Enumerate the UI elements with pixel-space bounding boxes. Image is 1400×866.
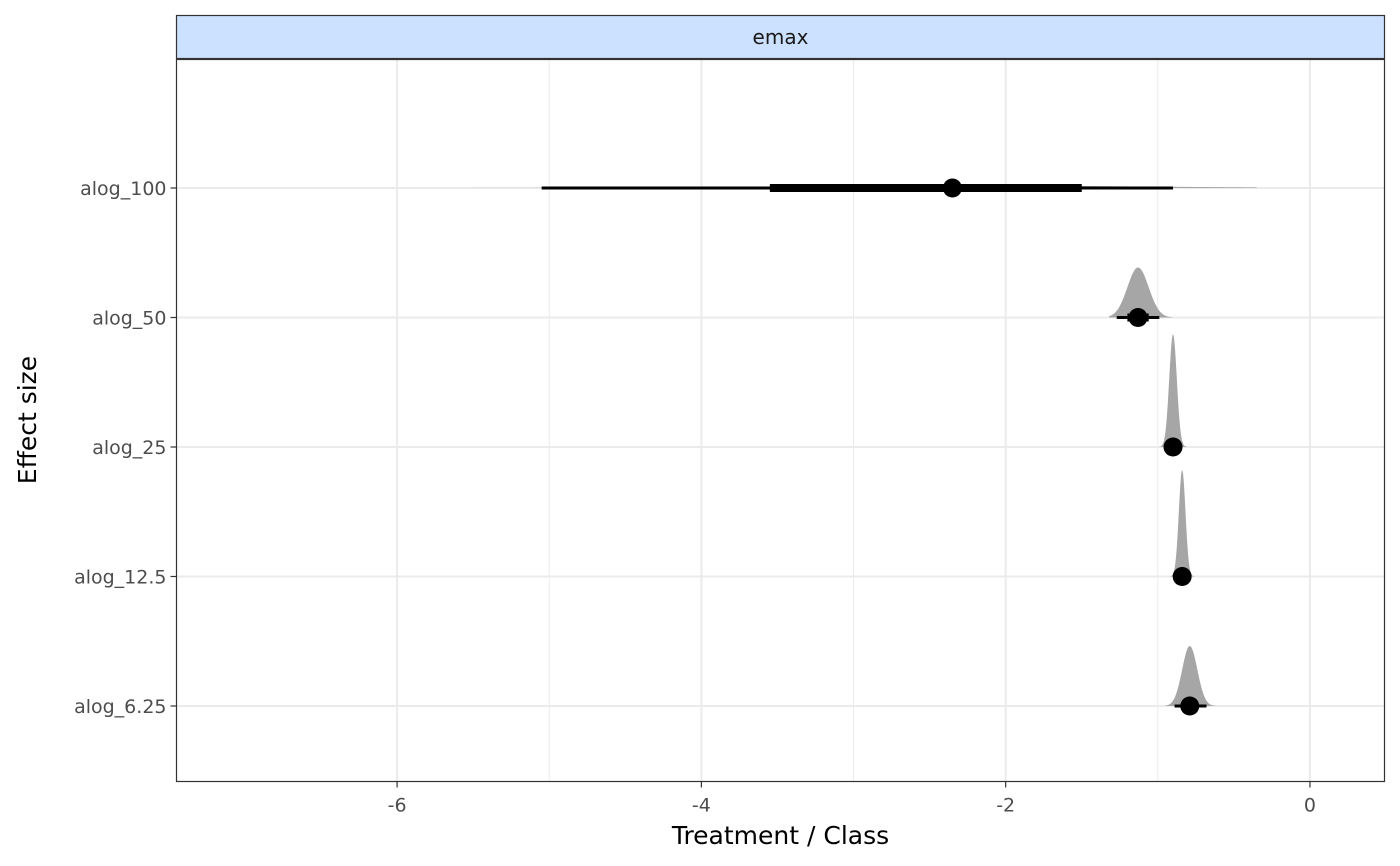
y-tick-label: alog_25 [92, 437, 166, 459]
facet-strip [175, 14, 1386, 60]
median-point-alog_6.25 [1180, 696, 1200, 716]
x-tick-label: -4 [692, 795, 711, 817]
x-tick-label: -6 [388, 795, 407, 817]
point-layer [942, 178, 1200, 716]
x-axis-title: Treatment / Class [671, 821, 889, 850]
x-tick-label: -2 [996, 795, 1015, 817]
density-alog_6.25 [1165, 646, 1216, 706]
y-axis-title: Effect size [13, 356, 42, 484]
x-tick-label: 0 [1304, 795, 1316, 817]
median-point-alog_50 [1128, 308, 1148, 327]
x-axis: -6 -4 -2 0 [388, 781, 1316, 817]
median-point-alog_12.5 [1172, 567, 1192, 586]
y-tick-label: alog_6.25 [74, 696, 166, 718]
panel-border [175, 58, 1386, 783]
median-point-alog_25 [1163, 437, 1183, 457]
facet-strip-label: emax [753, 25, 809, 49]
panel-background [176, 59, 1385, 782]
density-alog_50 [1109, 267, 1174, 318]
density-alog_12.5 [1169, 470, 1195, 577]
y-tick-label: alog_50 [92, 308, 166, 330]
y-axis: alog_100 alog_50 alog_25 alog_12.5 alog_6.25 [74, 178, 177, 718]
y-tick-label: alog_100 [80, 178, 166, 200]
density-alog_25 [1159, 334, 1187, 447]
median-point-alog_100 [942, 178, 962, 198]
y-tick-label: alog_12.5 [74, 567, 166, 589]
